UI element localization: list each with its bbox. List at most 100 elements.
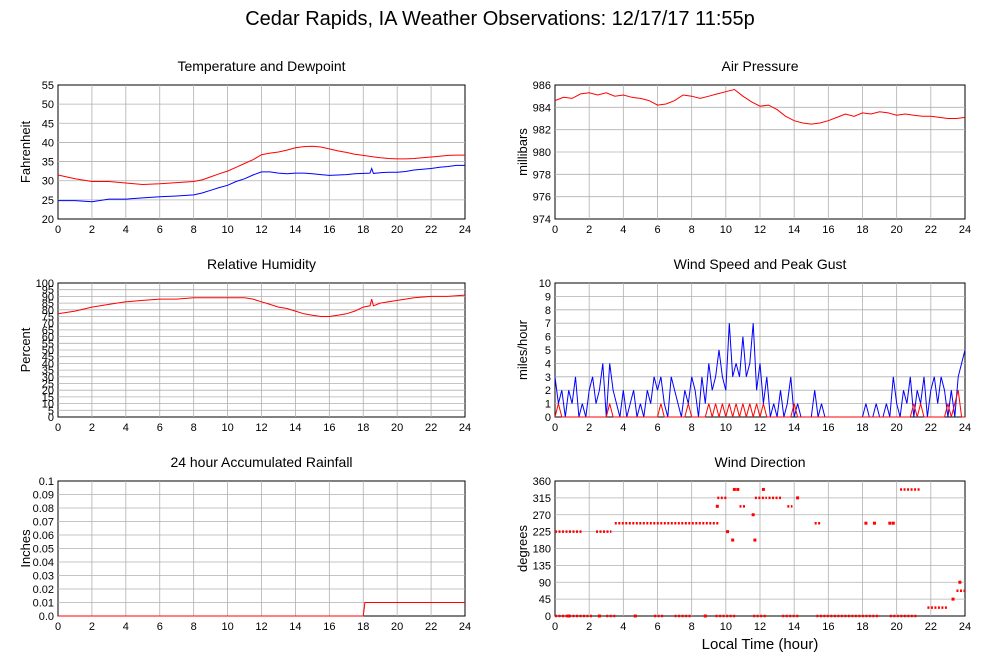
temp-xtick-label: 4 <box>123 224 129 236</box>
direction-point <box>891 521 895 525</box>
temp-xtick-label: 10 <box>221 224 233 236</box>
direction-point <box>703 614 707 618</box>
humidity-xtick-label: 18 <box>357 422 369 434</box>
rain-ytick-label: 0.07 <box>33 517 54 529</box>
rain-series-0-line <box>58 602 465 617</box>
wind-xtick-label: 22 <box>925 422 937 434</box>
wind-ytick-label: 6 <box>545 332 551 344</box>
pressure-ytick-label: 980 <box>533 147 551 159</box>
wind-title: Wind Speed and Peak Gust <box>674 256 847 272</box>
direction-xtick-label: 6 <box>654 621 660 633</box>
wind-series-1-line <box>554 390 965 418</box>
direction-ytick-label: 315 <box>533 493 551 505</box>
direction-xtick-label: 2 <box>586 621 592 633</box>
pressure-xtick-label: 12 <box>754 224 766 236</box>
rain-xtick-label: 2 <box>89 621 95 633</box>
direction-xtick-label: 12 <box>754 621 766 633</box>
pressure-ylabel: millibars <box>515 128 530 176</box>
rain-ytick-label: 0.0 <box>39 611 54 623</box>
humidity-ytick-label: 20 <box>42 385 54 397</box>
rain-xtick-label: 16 <box>323 621 335 633</box>
direction-point <box>796 496 800 500</box>
temp-series-1-line <box>58 164 465 203</box>
humidity-xtick-label: 2 <box>89 422 95 434</box>
direction-ytick-label: 45 <box>539 594 551 606</box>
humidity-ytick-label: 25 <box>42 379 54 391</box>
humidity-ytick-label: 60 <box>42 332 54 344</box>
wind-ytick-label: 3 <box>545 372 551 384</box>
temp-ylabel: Fahrenheit <box>18 121 33 184</box>
rain-ytick-label: 0.01 <box>33 598 54 610</box>
pressure-title: Air Pressure <box>721 58 798 74</box>
wind-xtick-label: 12 <box>754 422 766 434</box>
humidity-ytick-label: 85 <box>42 298 54 310</box>
direction-point <box>731 538 735 542</box>
wind-ytick-label: 5 <box>545 345 551 357</box>
humidity-ytick-label: 10 <box>42 399 54 411</box>
humidity-ytick-label: 55 <box>42 338 54 350</box>
rain-xtick-label: 8 <box>191 621 197 633</box>
wind-xtick-label: 10 <box>720 422 732 434</box>
humidity-series-0-line <box>57 294 466 317</box>
direction-ytick-label: 225 <box>533 527 551 539</box>
direction-ytick-label: 135 <box>533 560 551 572</box>
humidity-ytick-label: 15 <box>42 392 54 404</box>
temp-ytick-label: 25 <box>42 195 54 207</box>
temp-xtick-label: 18 <box>357 224 369 236</box>
pressure-xtick-label: 8 <box>689 224 695 236</box>
humidity-xtick-label: 12 <box>255 422 267 434</box>
direction-xtick-label: 16 <box>822 621 834 633</box>
x-axis-label: Local Time (hour) <box>701 636 819 653</box>
wind-xtick-label: 4 <box>620 422 626 434</box>
direction-ytick-label: 180 <box>533 544 551 556</box>
temp-xtick-label: 0 <box>55 224 61 236</box>
wind-xtick-label: 20 <box>891 422 903 434</box>
temp-xtick-label: 6 <box>157 224 163 236</box>
direction-point <box>888 521 892 525</box>
temp-ytick-label: 35 <box>42 157 54 169</box>
rain-ytick-label: 0.08 <box>33 503 54 515</box>
temp-xtick-label: 8 <box>191 224 197 236</box>
humidity-ytick-label: 65 <box>42 325 54 337</box>
pressure-xtick-label: 16 <box>822 224 834 236</box>
page-title: Cedar Rapids, IA Weather Observations: 1… <box>245 8 755 30</box>
humidity-xtick-label: 10 <box>221 422 233 434</box>
temp-xtick-label: 16 <box>323 224 335 236</box>
rain-ytick-label: 0.02 <box>33 584 54 596</box>
wind-xtick-label: 6 <box>654 422 660 434</box>
pressure-ytick-label: 978 <box>533 169 551 181</box>
wind-ytick-label: 8 <box>545 305 551 317</box>
temp-ytick-label: 55 <box>42 80 54 92</box>
temp-ytick-label: 50 <box>42 99 54 111</box>
humidity-title: Relative Humidity <box>207 256 316 272</box>
rain-xtick-label: 10 <box>221 621 233 633</box>
humidity-xtick-label: 4 <box>123 422 129 434</box>
humidity-ytick-label: 70 <box>42 318 54 330</box>
humidity-xtick-label: 22 <box>425 422 437 434</box>
pressure-ytick-label: 976 <box>533 192 551 204</box>
rain-ylabel: Inches <box>18 529 33 568</box>
rain-xtick-label: 6 <box>157 621 163 633</box>
pressure-ytick-label: 984 <box>533 102 551 114</box>
pressure-xtick-label: 24 <box>959 224 971 236</box>
rain-ytick-label: 0.05 <box>33 544 54 556</box>
pressure-xtick-label: 20 <box>891 224 903 236</box>
direction-title: Wind Direction <box>714 454 805 470</box>
temp-ytick-label: 45 <box>42 118 54 130</box>
direction-ylabel: degrees <box>515 525 530 572</box>
humidity-xtick-label: 0 <box>55 422 61 434</box>
rain-ytick-label: 0.06 <box>33 530 54 542</box>
pressure-xtick-label: 10 <box>720 224 732 236</box>
rain-xtick-label: 20 <box>391 621 403 633</box>
wind-ytick-label: 2 <box>545 385 551 397</box>
humidity-ytick-label: 35 <box>42 365 54 377</box>
rain-xtick-label: 22 <box>425 621 437 633</box>
direction-point <box>715 504 719 508</box>
direction-xtick-label: 8 <box>689 621 695 633</box>
rain-xtick-label: 0 <box>55 621 61 633</box>
wind-xtick-label: 24 <box>959 422 971 434</box>
pressure-xtick-label: 18 <box>856 224 868 236</box>
humidity-xtick-label: 16 <box>323 422 335 434</box>
rain-title: 24 hour Accumulated Rainfall <box>170 454 352 470</box>
wind-xtick-label: 8 <box>689 422 695 434</box>
